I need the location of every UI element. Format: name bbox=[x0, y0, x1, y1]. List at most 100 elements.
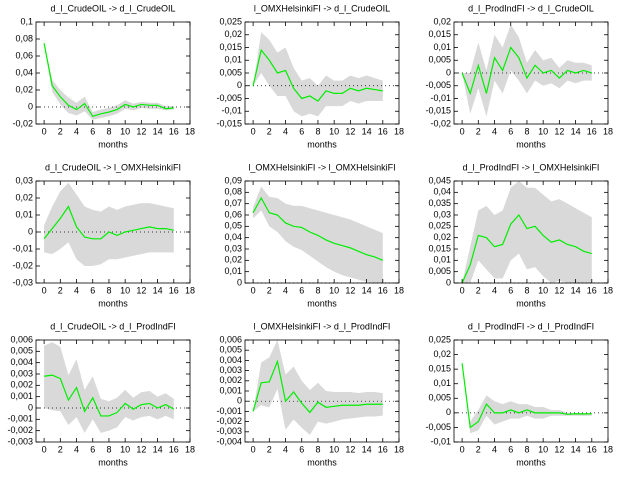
y-tick-label: 0,025 bbox=[428, 334, 451, 344]
response-line bbox=[252, 48, 383, 102]
y-tick-label: 0,03 bbox=[224, 243, 242, 253]
y-tick-label: 0,07 bbox=[224, 198, 242, 208]
x-tick-label: 16 bbox=[378, 126, 388, 136]
x-tick-label: 8 bbox=[315, 126, 320, 136]
plot-frame bbox=[453, 339, 609, 443]
y-tick-label: -0,015 bbox=[216, 118, 242, 128]
chart-title: l_OMXHelsinkiFI -> l_OMXHelsinkiFI bbox=[248, 162, 395, 172]
y-tick-label: 0,005 bbox=[428, 55, 451, 65]
x-tick-label: 14 bbox=[362, 444, 372, 454]
y-tick-label: 0 bbox=[28, 226, 33, 236]
y-tick-label: 0,1 bbox=[20, 16, 33, 26]
y-tick-label: -0,02 bbox=[12, 118, 33, 128]
y-tick-label: 0,001 bbox=[219, 385, 242, 395]
y-tick-label: 0,002 bbox=[10, 380, 33, 390]
y-tick-label: 0,006 bbox=[219, 334, 242, 344]
x-tick-label: 8 bbox=[315, 444, 320, 454]
y-tick-label: 0 bbox=[237, 80, 242, 90]
x-tick-label: 14 bbox=[153, 444, 163, 454]
y-tick-label: 0,035 bbox=[428, 198, 451, 208]
x-tick-label: 18 bbox=[394, 285, 404, 295]
x-tick-label: 6 bbox=[299, 444, 304, 454]
y-tick-label: 0,006 bbox=[10, 334, 33, 344]
y-tick-label: 0,01 bbox=[224, 55, 242, 65]
y-tick-label: -0,002 bbox=[7, 425, 33, 435]
x-tick-label: 0 bbox=[42, 126, 47, 136]
y-tick-label: 0,045 bbox=[428, 175, 451, 185]
x-tick-label: 16 bbox=[587, 444, 597, 454]
y-tick-label: 0,01 bbox=[433, 255, 451, 265]
y-tick-label: 0,025 bbox=[428, 221, 451, 231]
y-tick-label: 0 bbox=[446, 67, 451, 77]
x-tick-label: 12 bbox=[136, 285, 146, 295]
x-tick-label: 6 bbox=[299, 285, 304, 295]
x-tick-label: 14 bbox=[362, 126, 372, 136]
y-tick-label: -0,003 bbox=[216, 426, 242, 436]
y-tick-label: 0,08 bbox=[15, 33, 33, 43]
x-tick-label: 4 bbox=[74, 444, 79, 454]
y-tick-label: 0 bbox=[446, 407, 451, 417]
x-tick-label: 2 bbox=[58, 285, 63, 295]
x-tick-label: 2 bbox=[267, 126, 272, 136]
x-tick-label: 4 bbox=[74, 126, 79, 136]
y-tick-label: -0,003 bbox=[7, 436, 33, 446]
x-tick-label: 0 bbox=[460, 285, 465, 295]
x-tick-label: 16 bbox=[169, 444, 179, 454]
x-tick-label: 18 bbox=[185, 285, 195, 295]
y-tick-label: 0,005 bbox=[219, 345, 242, 355]
chart-title: d_l_CrudeOIL -> d_l_ProdIndFI bbox=[50, 321, 176, 331]
x-tick-label: 2 bbox=[476, 126, 481, 136]
x-tick-label: 2 bbox=[58, 444, 63, 454]
x-tick-label: 12 bbox=[554, 126, 564, 136]
plot-frame bbox=[35, 339, 191, 443]
x-tick-label: 0 bbox=[460, 126, 465, 136]
x-tick-label: 10 bbox=[120, 444, 130, 454]
y-tick-label: 0,025 bbox=[219, 16, 242, 26]
y-tick-label: 0,01 bbox=[433, 42, 451, 52]
y-tick-label: 0,01 bbox=[433, 378, 451, 388]
x-tick-label: 0 bbox=[251, 444, 256, 454]
x-axis-label: months bbox=[307, 139, 337, 149]
y-tick-label: 0,01 bbox=[224, 266, 242, 276]
y-tick-label: 0,09 bbox=[224, 175, 242, 185]
y-tick-label: 0,02 bbox=[15, 192, 33, 202]
chart-title: d_l_ProdIndFI -> d_l_ProdIndFI bbox=[468, 321, 594, 331]
y-tick-label: 0,005 bbox=[219, 67, 242, 77]
response-line bbox=[461, 363, 592, 429]
chart-title: l_OMXHelsinkiFI -> d_l_ProdIndFI bbox=[254, 321, 391, 331]
x-tick-label: 10 bbox=[538, 126, 548, 136]
confidence-band bbox=[253, 32, 383, 117]
y-tick-label: -0,03 bbox=[12, 277, 33, 287]
x-tick-label: 4 bbox=[74, 285, 79, 295]
y-tick-label: 0,04 bbox=[224, 232, 242, 242]
x-tick-label: 12 bbox=[136, 444, 146, 454]
x-tick-label: 16 bbox=[587, 285, 597, 295]
y-tick-label: -0,004 bbox=[216, 436, 242, 446]
x-tick-label: 16 bbox=[169, 285, 179, 295]
y-tick-label: 0,02 bbox=[15, 84, 33, 94]
x-tick-label: 16 bbox=[378, 285, 388, 295]
x-tick-label: 0 bbox=[251, 285, 256, 295]
x-tick-label: 8 bbox=[106, 126, 111, 136]
x-tick-label: 18 bbox=[603, 444, 613, 454]
chart-title: d_l_ProdIndFI -> l_OMXHelsinkiFI bbox=[463, 162, 600, 172]
x-tick-label: 2 bbox=[267, 285, 272, 295]
x-axis-label: months bbox=[98, 457, 128, 467]
x-tick-label: 18 bbox=[185, 444, 195, 454]
y-tick-label: 0 bbox=[237, 277, 242, 287]
y-tick-label: 0,005 bbox=[10, 346, 33, 356]
x-tick-label: 8 bbox=[524, 444, 529, 454]
x-tick-label: 10 bbox=[329, 285, 339, 295]
y-tick-label: 0,003 bbox=[10, 368, 33, 378]
x-tick-label: 14 bbox=[571, 444, 581, 454]
confidence-band bbox=[462, 24, 592, 117]
y-tick-label: -0,02 bbox=[430, 118, 451, 128]
y-tick-label: 0,06 bbox=[15, 50, 33, 60]
y-tick-label: 0 bbox=[237, 396, 242, 406]
confidence-band bbox=[44, 182, 174, 266]
x-tick-label: 0 bbox=[460, 444, 465, 454]
x-axis-label: months bbox=[516, 457, 546, 467]
y-tick-label: -0,005 bbox=[425, 422, 451, 432]
y-tick-label: -0,01 bbox=[12, 243, 33, 253]
x-tick-label: 4 bbox=[492, 444, 497, 454]
